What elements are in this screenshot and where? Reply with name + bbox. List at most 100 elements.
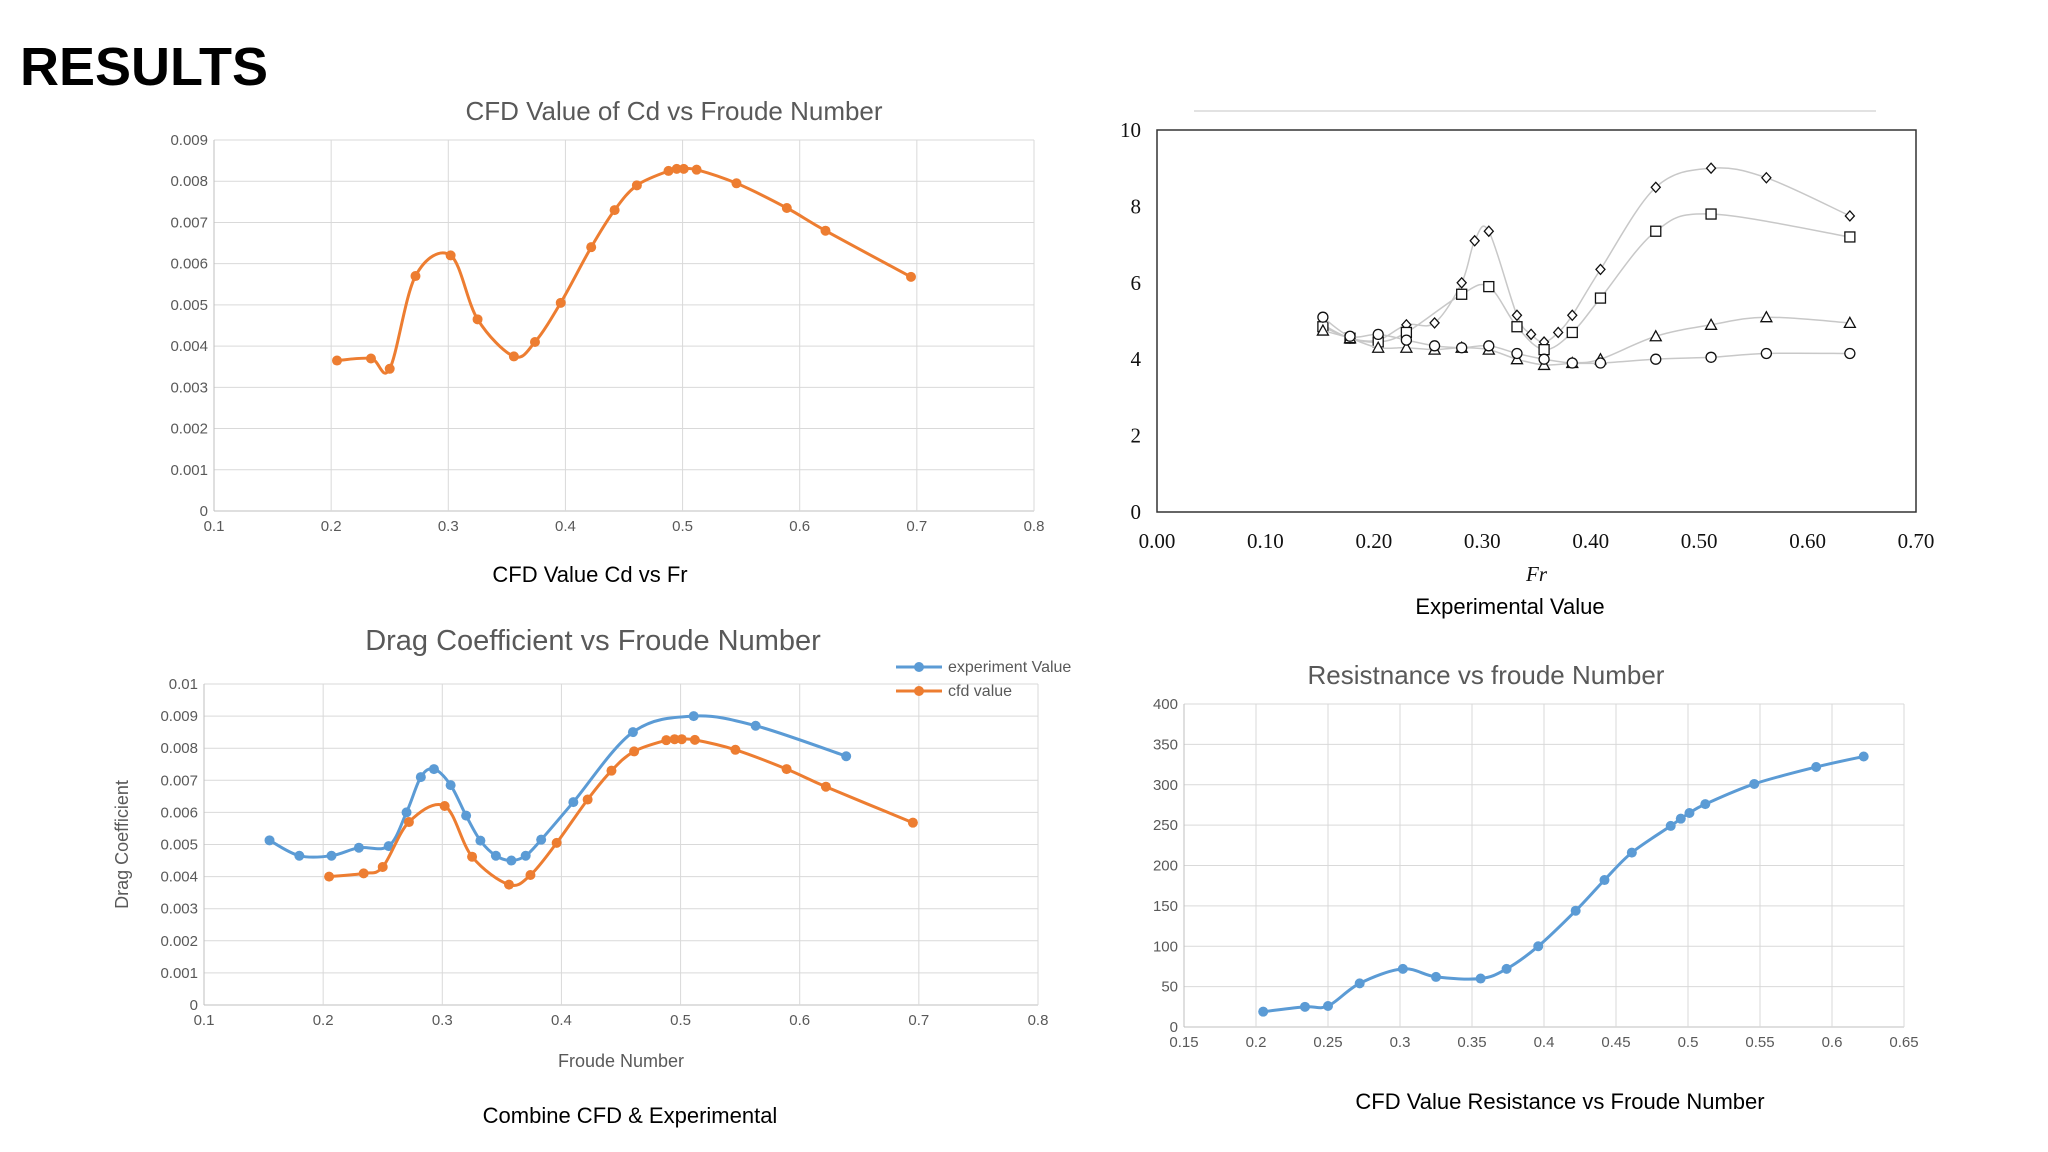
diamond-marker [1844,209,1856,222]
data-point [415,772,426,783]
diamond-marker [1552,326,1564,339]
x-tick-label: 0.20 [1355,529,1392,553]
data-point [781,203,792,214]
x-tick-label: 0.5 [1678,1034,1699,1051]
data-point [730,744,741,755]
data-point [1258,1006,1269,1017]
data-point [401,807,412,818]
circle-marker [1511,347,1523,360]
y-tick-label: 0.001 [170,462,208,479]
data-point [384,363,395,374]
data-point [1533,941,1544,952]
y-tick-label: 0.002 [170,421,208,438]
x-tick-label: 0.2 [313,1012,334,1029]
y-tick-label: 0.008 [160,740,198,757]
data-point [781,764,792,775]
data-point [383,841,394,852]
data-point [661,735,672,746]
data-point [609,205,620,216]
x-tick-label: 0.8 [1028,1012,1049,1029]
series-line [1263,755,1865,1014]
data-point [1475,973,1486,984]
data-point [472,314,483,325]
square-marker [1483,280,1495,293]
square-marker [1705,208,1717,220]
x-tick-label: 0.7 [908,1012,929,1029]
data-point [467,851,478,862]
x-tick-label: 0.3 [438,518,459,535]
x-tick-label: 0.6 [1822,1034,1843,1051]
square-marker [1594,292,1607,304]
data-point [582,794,593,805]
x-tick-label: 0.3 [1390,1034,1411,1051]
data-point [410,271,421,282]
circle-marker [1400,334,1413,346]
square-marker [1511,321,1523,333]
square-marker [1650,225,1662,237]
y-tick-label: 400 [1153,696,1178,713]
circle-marker [1483,340,1495,352]
square-marker [1566,326,1578,339]
diamond-marker [1469,234,1481,247]
diamond-marker [1456,276,1468,289]
diamond-marker [1705,162,1717,175]
x-tick-label: 0.2 [321,518,342,535]
y-tick-label: 0 [190,997,198,1014]
y-tick-label: 0.008 [170,173,208,190]
data-point [820,225,831,236]
x-tick-label: 0.4 [555,518,576,535]
data-point [439,800,450,811]
data-point [1700,799,1711,810]
y-tick-label: 0.002 [160,933,198,950]
x-tick-label: 0.7 [906,518,927,535]
y-tick-label: 350 [1153,736,1178,753]
data-point [1323,1001,1333,1012]
slide-title: RESULTS [20,37,269,97]
triangle-marker [1759,310,1773,323]
data-point [490,850,501,861]
data-point [1570,905,1581,916]
data-point [445,250,456,261]
data-point [555,297,566,308]
triangle-marker [1843,316,1857,329]
circle-marker [1317,311,1329,323]
data-point [1354,978,1365,989]
resistance-caption: CFD Value Resistance vs Froude Number [1355,1089,1765,1114]
data-point [529,336,540,347]
x-axis-label: Froude Number [558,1051,684,1071]
data-point [568,797,579,808]
y-tick-label: 10 [1120,118,1141,142]
y-tick-label: 0.007 [170,214,208,231]
cfd-cd-caption: CFD Value Cd vs Fr [492,562,688,587]
x-tick-label: 0.70 [1898,529,1935,553]
data-point [1626,847,1637,858]
x-tick-label: 0.60 [1789,529,1826,553]
data-point [631,180,642,191]
diamond-marker [1483,225,1495,238]
y-tick-label: 0.001 [160,965,198,982]
data-point [731,178,742,189]
y-tick-label: 0.005 [160,837,198,854]
legend-label: experiment Value [948,659,1071,676]
x-tick-label: 0.15 [1169,1034,1198,1051]
x-tick-label: 0.6 [789,1012,810,1029]
data-point [525,869,536,880]
y-tick-label: 0 [200,503,208,520]
circle-marker [1650,353,1662,365]
data-point [1665,820,1676,831]
square-marker [1844,231,1856,243]
x-tick-label: 0.3 [432,1012,453,1029]
data-point [365,353,376,364]
data-point [1431,971,1441,982]
x-axis-label: Fr [1525,562,1548,586]
x-tick-label: 0.2 [1246,1034,1267,1051]
legend-marker [914,662,924,672]
y-tick-label: 0.004 [160,869,198,886]
y-tick-label: 6 [1131,271,1142,295]
data-point [629,746,640,757]
triangle-marker [1399,340,1413,353]
data-point [1397,963,1408,974]
data-point [820,781,831,792]
y-tick-label: 0.005 [170,297,208,314]
